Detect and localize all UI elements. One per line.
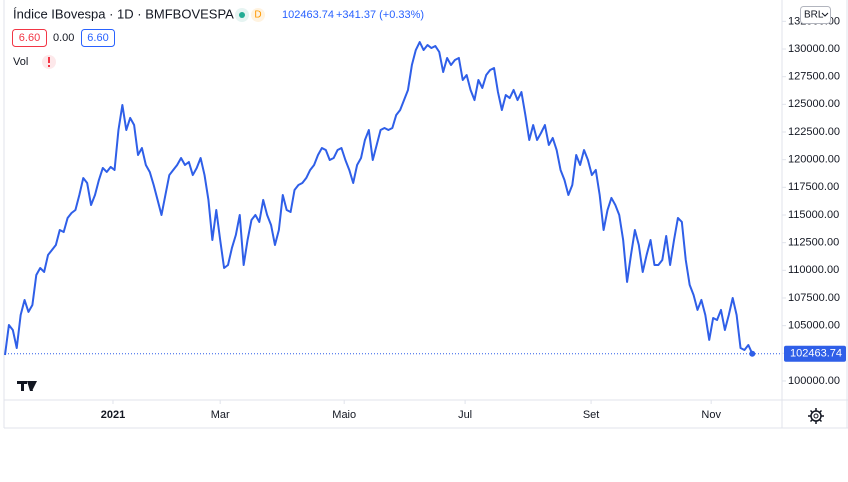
x-tick-label: 2021 xyxy=(101,409,125,421)
y-tick-label: 127500.00 xyxy=(788,71,840,83)
settings-icon[interactable] xyxy=(808,408,824,424)
y-tick-label: 100000.00 xyxy=(788,375,840,387)
indicator-box xyxy=(81,29,115,47)
y-tick-label: 112500.00 xyxy=(788,237,839,249)
y-tick-label: 105000.00 xyxy=(788,320,840,332)
y-tick-label: 122500.00 xyxy=(788,126,840,138)
chart-title: Índice IBovespa · 1D · BMFBOVESPA xyxy=(13,6,234,21)
last-price-tag xyxy=(784,345,846,362)
warning-icon xyxy=(48,57,50,63)
volume-label: Vol xyxy=(13,56,28,68)
y-tick-label: 120000.00 xyxy=(788,154,840,166)
x-tick-label: Set xyxy=(583,409,600,421)
x-tick-label: Maio xyxy=(332,409,356,421)
header-change: +341.37 (+0.33%) xyxy=(336,9,424,21)
plot: 102463.74 xyxy=(4,41,846,362)
y-tick-label: 125000.00 xyxy=(788,98,840,110)
y-tick-label: 110000.00 xyxy=(788,264,839,276)
header-last-value: 102463.74 xyxy=(282,9,334,21)
x-tick-label: Jul xyxy=(458,409,472,421)
last-price-label: 102463.74 xyxy=(790,348,842,360)
y-tick-label: 130000.00 xyxy=(788,43,840,55)
last-point xyxy=(749,350,756,357)
indicator-value: 6.60 xyxy=(87,32,108,44)
y-tick-label: 115000.00 xyxy=(788,209,839,221)
x-tick-label: Mar xyxy=(211,409,230,421)
y-tick-label: 117500.00 xyxy=(788,181,839,193)
x-tick-label: Nov xyxy=(701,409,721,421)
badge-bg xyxy=(251,8,265,22)
price-line xyxy=(4,41,754,356)
indicator-box xyxy=(12,29,47,47)
currency-button[interactable] xyxy=(800,6,831,24)
y-tick-label: 107500.00 xyxy=(788,292,840,304)
badge: D xyxy=(254,10,261,21)
status-dot xyxy=(239,12,245,18)
logo xyxy=(17,381,37,391)
warning-icon xyxy=(48,65,50,67)
currency-caret xyxy=(821,12,829,17)
indicator-value: 0.00 xyxy=(53,32,74,44)
currency: BRL xyxy=(804,10,824,21)
indicator-value: 6.60 xyxy=(19,32,40,44)
